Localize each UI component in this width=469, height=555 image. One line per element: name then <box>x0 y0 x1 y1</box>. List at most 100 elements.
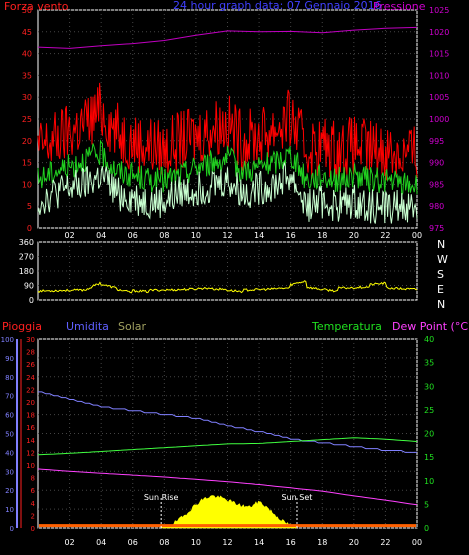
pressure-tick-label: 1015 <box>429 50 449 59</box>
wind-pressure-lines <box>37 26 418 224</box>
direction-tick-label: 270 <box>19 253 34 262</box>
humidity-tick-label: 100 <box>1 336 14 344</box>
wind-direction-line <box>37 280 418 294</box>
humidity-tick-label: 20 <box>5 487 14 495</box>
rain-tick-label: 2 <box>31 512 35 520</box>
compass-label: E <box>437 283 444 296</box>
direction-tick-label: 0 <box>29 296 34 305</box>
wind-x-ticks: 02 04 06 08 10 12 14 16 18 20 22 00 <box>64 231 422 240</box>
x-tick-label: 10 <box>191 231 201 240</box>
wind-pressure-grid <box>38 9 418 229</box>
x-tick-label: 02 <box>64 538 74 547</box>
pressure-tick-label: 1000 <box>429 115 449 124</box>
solar-area-fill <box>160 495 297 529</box>
wind-tick-label: 35 <box>22 71 32 80</box>
rain-tick-label: 16 <box>26 424 35 432</box>
x-tick-label: 04 <box>96 231 106 240</box>
wind-tick-label: 45 <box>22 28 32 37</box>
rain-tick-label: 18 <box>26 412 35 420</box>
x-tick-label: 00 <box>412 231 422 240</box>
pressure-tick-label: 1010 <box>429 71 449 80</box>
temperature-tick-label: 20 <box>424 430 434 439</box>
humidity-tick-label: 70 <box>5 393 14 401</box>
temperature-tick-label: 40 <box>424 335 434 344</box>
temperature-tick-label: 35 <box>424 359 434 368</box>
x-tick-label: 10 <box>191 538 201 547</box>
rain-humidity-temp-lines <box>37 391 418 528</box>
wind-tick-label: 15 <box>22 159 32 168</box>
direction-tick-label: 90 <box>24 282 34 291</box>
x-tick-label: 04 <box>96 538 106 547</box>
x-tick-label: 06 <box>128 231 138 240</box>
pressure-axis-ticks: 975 980 985 990 995 1000 1005 1010 1015 1020 1025 <box>429 6 449 233</box>
x-tick-label: 20 <box>349 538 359 547</box>
temperature-tick-label: 25 <box>424 406 434 415</box>
humidity-tick-label: 10 <box>5 506 14 514</box>
compass-label: N <box>437 238 445 251</box>
sun-marker-label: Sun Set <box>282 493 313 502</box>
wind-tick-label: 0 <box>27 224 32 233</box>
x-tick-label: 12 <box>222 538 232 547</box>
humidity-axis-label: Umidita <box>66 320 109 333</box>
rain-tick-label: 26 <box>26 361 35 369</box>
pressure-tick-label: 975 <box>429 224 444 233</box>
series-line <box>37 437 418 456</box>
rain-tick-label: 14 <box>26 437 35 445</box>
humidity-tick-label: 0 <box>10 525 14 533</box>
x-tick-label: 22 <box>380 231 390 240</box>
x-tick-label: 14 <box>254 538 264 547</box>
rain-tick-label: 24 <box>26 374 35 382</box>
rain-tick-label: 12 <box>26 449 35 457</box>
x-tick-label: 18 <box>317 231 327 240</box>
rain-tick-label: 6 <box>31 487 36 495</box>
pressure-tick-label: 1020 <box>429 28 449 37</box>
humidity-tick-label: 80 <box>5 374 14 382</box>
compass-label: W <box>437 253 448 266</box>
series-line <box>38 391 417 453</box>
temperature-tick-label: 10 <box>424 477 434 486</box>
x-tick-label: 08 <box>159 538 169 547</box>
temperature-tick-label: 0 <box>424 524 429 533</box>
wind-tick-label: 50 <box>22 6 32 15</box>
pressure-tick-label: 1025 <box>429 6 449 15</box>
rain-tick-label: 10 <box>26 462 35 470</box>
temperature-tick-label: 5 <box>424 500 429 509</box>
temperature-axis-ticks: 0 5 10 15 20 25 30 35 40 <box>424 335 434 533</box>
humidity-tick-label: 60 <box>5 412 14 420</box>
wind-tick-label: 40 <box>22 50 32 59</box>
compass-label: S <box>437 268 444 281</box>
rain-tick-label: 28 <box>26 349 35 357</box>
lower-x-ticks: 02 04 06 08 10 12 14 16 18 20 22 00 <box>64 538 422 547</box>
pressure-tick-label: 995 <box>429 137 444 146</box>
rain-tick-label: 0 <box>31 525 35 533</box>
temperature-tick-label: 15 <box>424 453 434 462</box>
sun-annotations: Sun Rise Sun Set <box>144 493 313 528</box>
x-tick-label: 02 <box>64 231 74 240</box>
solar-axis-label: Solar <box>118 320 147 333</box>
direction-tick-label: 360 <box>19 238 34 247</box>
x-tick-label: 12 <box>222 231 232 240</box>
series-line <box>37 162 418 224</box>
humidity-tick-label: 50 <box>5 431 14 439</box>
rain-humidity-temp-frame <box>37 338 418 529</box>
wind-tick-label: 10 <box>22 180 32 189</box>
x-tick-label: 16 <box>286 538 296 547</box>
chart-title: 24 hour graph data: 07 Gennaio 2016 <box>173 0 382 12</box>
x-tick-label: 08 <box>159 231 169 240</box>
dewpoint-axis-label: Dew Point (°C) <box>392 320 469 333</box>
wind-tick-label: 20 <box>22 137 32 146</box>
direction-tick-label: 180 <box>19 267 34 276</box>
series-line <box>37 468 418 506</box>
x-tick-label: 00 <box>412 538 422 547</box>
wind-tick-label: 30 <box>22 93 32 102</box>
x-tick-label: 16 <box>286 231 296 240</box>
humidity-tick-label: 90 <box>5 355 14 363</box>
x-tick-label: 06 <box>128 538 138 547</box>
series-line <box>37 139 418 196</box>
